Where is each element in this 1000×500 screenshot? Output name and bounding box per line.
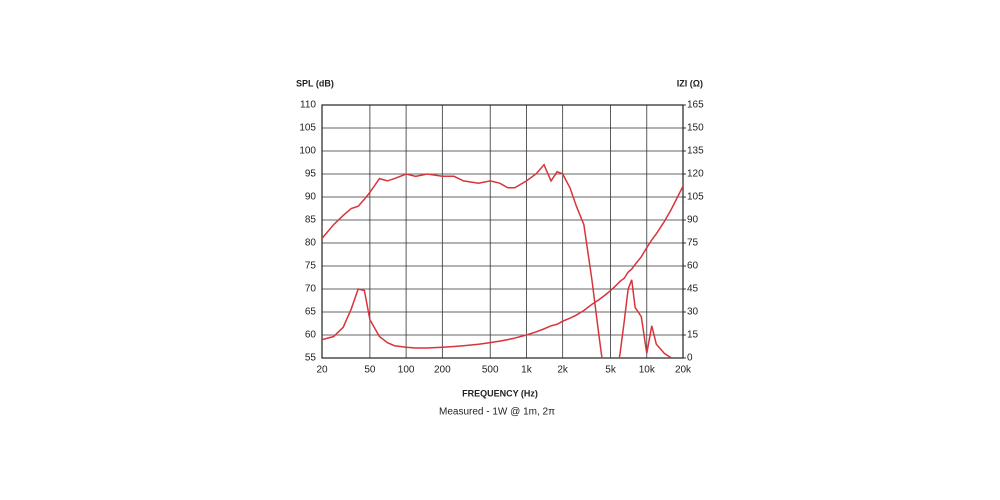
y-tick-label: 55 — [305, 353, 317, 364]
y2-tick-label: 135 — [687, 146, 704, 157]
y-axis-title: SPL (dB) — [296, 78, 334, 88]
y-tick-label: 100 — [299, 146, 316, 157]
y2-tick-label: 165 — [687, 100, 704, 111]
x-tick-label: 10k — [639, 365, 656, 376]
y2-tick-label: 120 — [687, 169, 704, 180]
y-tick-label: 80 — [305, 238, 317, 249]
x-axis-title: FREQUENCY (Hz) — [462, 388, 538, 398]
y2-tick-label: 0 — [687, 353, 693, 364]
y-tick-label: 60 — [305, 330, 317, 341]
y-tick-label: 95 — [305, 169, 317, 180]
x-tick-label: 500 — [482, 365, 499, 376]
y2-tick-label: 60 — [687, 261, 699, 272]
y2-tick-label: 90 — [687, 215, 699, 226]
x-tick-label: 2k — [557, 365, 569, 376]
y2-tick-label: 150 — [687, 123, 704, 134]
y-tick-label: 85 — [305, 215, 317, 226]
data-line — [322, 163, 672, 358]
x-tick-label: 20k — [675, 365, 692, 376]
data-line — [322, 185, 683, 349]
x-tick-label: 200 — [434, 365, 451, 376]
x-tick-label: 50 — [364, 365, 376, 376]
y-tick-label: 90 — [305, 192, 317, 203]
y2-tick-label: 105 — [687, 192, 704, 203]
x-tick-label: 1k — [521, 365, 533, 376]
subtitle: Measured - 1W @ 1m, 2π — [439, 407, 555, 418]
y-tick-label: 70 — [305, 284, 317, 295]
x-tick-label: 5k — [605, 365, 617, 376]
y2-tick-label: 30 — [687, 307, 699, 318]
plot-frame — [321, 104, 684, 359]
y-tick-label: 110 — [300, 100, 316, 111]
y2-tick-label: 75 — [687, 238, 699, 249]
y-tick-label: 105 — [299, 123, 316, 134]
y-tick-label: 65 — [305, 307, 317, 318]
y-tick-label: 75 — [305, 261, 317, 272]
x-tick-label: 100 — [398, 365, 415, 376]
y2-tick-label: 15 — [687, 330, 699, 341]
y2-tick-label: 45 — [687, 284, 699, 295]
x-tick-label: 20 — [316, 365, 328, 376]
y2-axis-title: IZI (Ω) — [677, 78, 703, 88]
